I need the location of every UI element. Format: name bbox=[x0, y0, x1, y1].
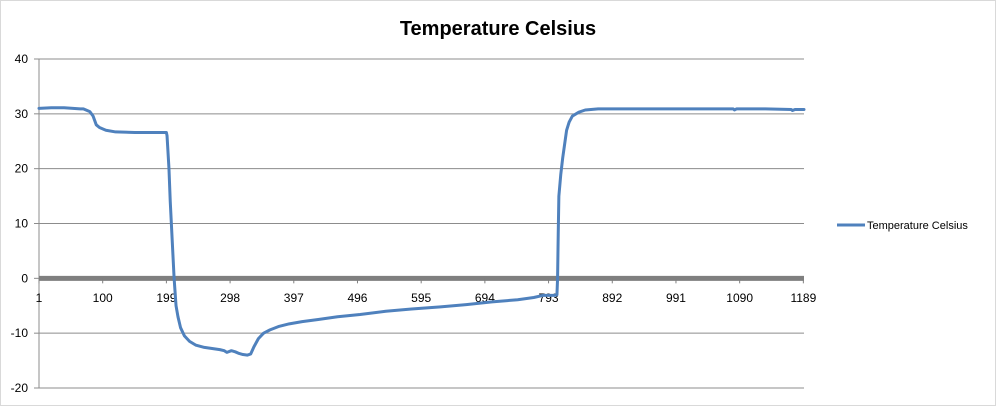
series-line-temperature-celsius bbox=[37, 106, 806, 357]
y-axis-tick-label: 0 bbox=[21, 271, 28, 285]
zero-axis bbox=[38, 275, 804, 284]
y-axis-tick-label: -10 bbox=[11, 326, 29, 340]
y-axis-tick-label: 40 bbox=[15, 52, 29, 66]
legend-label: Temperature Celsius bbox=[867, 220, 968, 232]
y-axis-tick-label: 30 bbox=[15, 107, 29, 121]
x-axis-tick-label: 298 bbox=[220, 291, 240, 305]
y-axis-tick-label: 20 bbox=[15, 162, 29, 176]
x-axis-tick-label: 1 bbox=[36, 291, 43, 305]
x-axis-tick-label: 100 bbox=[93, 291, 113, 305]
chart-title: Temperature Celsius bbox=[400, 18, 596, 40]
x-axis-tick-label: 1189 bbox=[790, 291, 816, 305]
legend: Temperature Celsius bbox=[837, 220, 968, 232]
x-axis-tick-label: 991 bbox=[666, 291, 686, 305]
y-axis-tick-label: -20 bbox=[11, 381, 29, 395]
x-axis-tick-label: 892 bbox=[602, 291, 622, 305]
gridlines bbox=[34, 58, 804, 389]
y-axis-tick-label: 10 bbox=[15, 217, 29, 231]
x-axis-tick-label: 595 bbox=[411, 291, 431, 305]
y-axis-tick-labels: 40 30 20 10 0 -10 -20 bbox=[11, 52, 29, 395]
x-axis-tick-label: 1090 bbox=[726, 291, 753, 305]
x-axis-tick-label: 199 bbox=[156, 291, 176, 305]
x-axis-tick-label: 496 bbox=[347, 291, 367, 305]
x-axis-tick-labels: 1 100 199 298 397 496 595 694 793 892 991 1090 1189 bbox=[36, 291, 817, 305]
series-layer bbox=[37, 106, 806, 357]
x-axis-tick-label: 397 bbox=[284, 291, 304, 305]
